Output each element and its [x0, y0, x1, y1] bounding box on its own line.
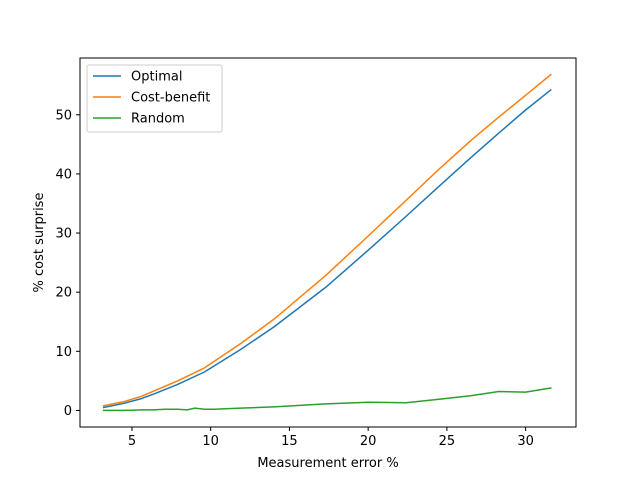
x-tick-label: 10 [202, 434, 219, 449]
series-line-optimal [102, 88, 552, 409]
x-tick-label: 30 [517, 434, 534, 449]
legend: Optimal Cost-benefit Random [86, 64, 223, 133]
x-axis-label: Measurement error % [257, 456, 398, 471]
y-tick-label: 10 [55, 345, 72, 360]
x-tick-label: 20 [360, 434, 377, 449]
x-tick-label: 25 [439, 434, 456, 449]
legend-label: Optimal [131, 70, 182, 85]
legend-box [86, 64, 223, 133]
x-tick-label: 5 [128, 434, 136, 449]
plot-lines [102, 73, 552, 412]
y-tick-label: 40 [55, 167, 72, 182]
plot-frame [79, 57, 577, 428]
series-line-random [102, 387, 552, 412]
x-tick-label: 15 [281, 434, 298, 449]
y-tick-label: 50 [55, 108, 72, 123]
y-tick-label: 30 [55, 227, 72, 242]
legend-label: Random [131, 112, 185, 127]
x-axis-ticks: 5 10 15 20 25 30 [128, 427, 534, 449]
series-line-cost-benefit [102, 73, 552, 407]
y-tick-label: 20 [55, 286, 72, 301]
y-axis-label: % cost surprise [32, 193, 47, 293]
legend-label: Cost-benefit [131, 91, 210, 106]
y-tick-label: 0 [64, 404, 72, 419]
y-axis-ticks: 0 10 20 30 40 50 [55, 108, 80, 419]
